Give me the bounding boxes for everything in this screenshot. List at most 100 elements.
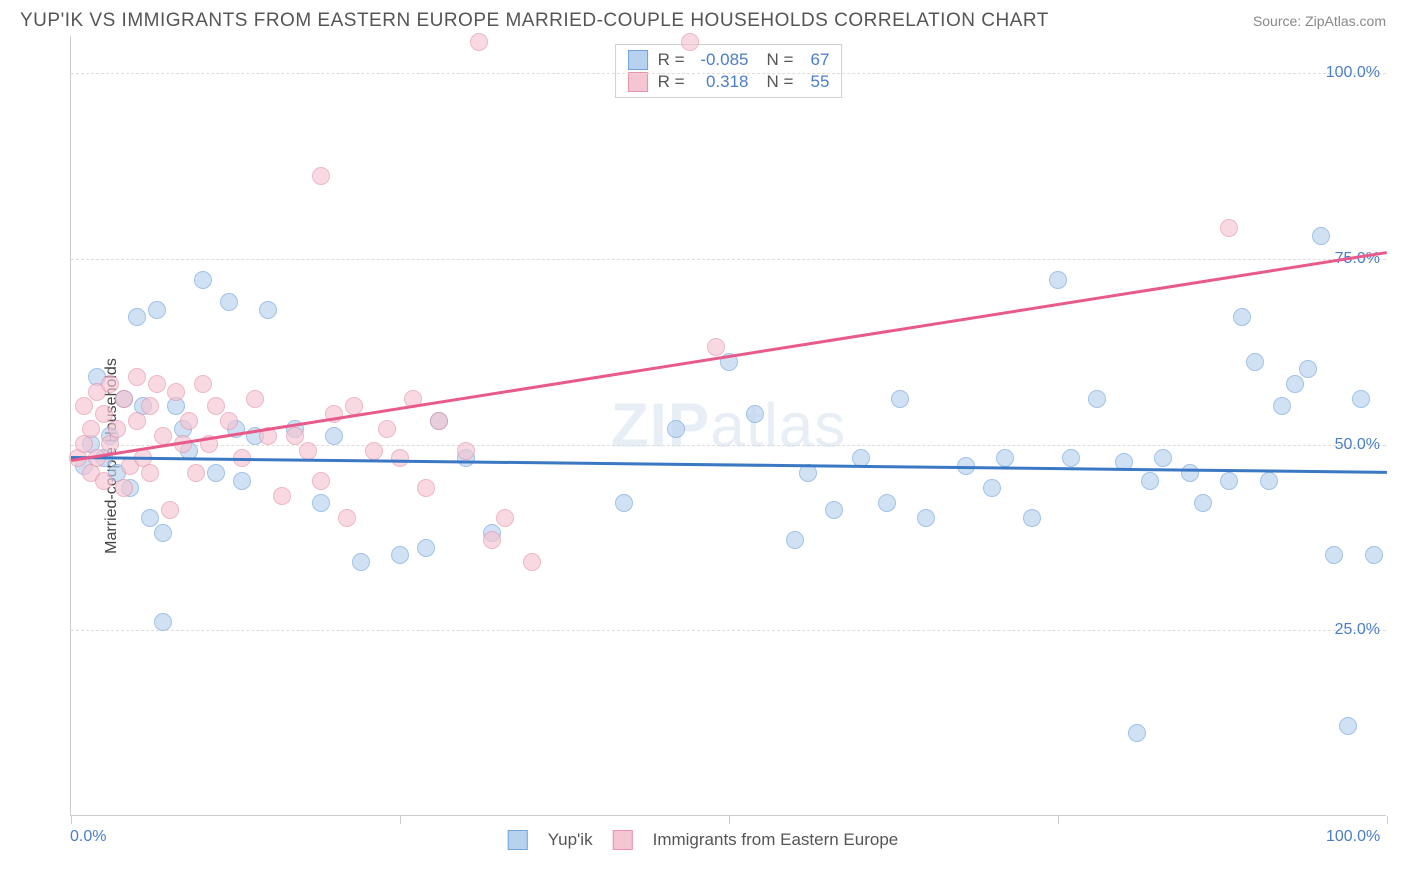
- data-point: [391, 449, 409, 467]
- data-point: [312, 472, 330, 490]
- data-point: [483, 531, 501, 549]
- data-point: [825, 501, 843, 519]
- data-point: [1128, 724, 1146, 742]
- data-point: [1286, 375, 1304, 393]
- data-point: [194, 375, 212, 393]
- data-point: [312, 167, 330, 185]
- data-point: [523, 553, 541, 571]
- data-point: [1312, 227, 1330, 245]
- data-point: [312, 494, 330, 512]
- data-point: [1299, 360, 1317, 378]
- stats-row-1: R = -0.085 N = 67: [628, 49, 830, 71]
- data-point: [457, 442, 475, 460]
- data-point: [95, 472, 113, 490]
- data-point: [273, 487, 291, 505]
- swatch-series-1: [628, 50, 648, 70]
- x-tick-mark: [1387, 816, 1388, 824]
- scatter-plot: ZIPatlas R = -0.085 N = 67 R = 0.318 N =…: [70, 36, 1386, 816]
- data-point: [615, 494, 633, 512]
- trend-line: [71, 251, 1387, 461]
- data-point: [667, 420, 685, 438]
- x-tick-mark: [71, 816, 72, 824]
- data-point: [115, 479, 133, 497]
- data-point: [187, 464, 205, 482]
- data-point: [983, 479, 1001, 497]
- data-point: [1220, 219, 1238, 237]
- x-tick-mark: [729, 816, 730, 824]
- data-point: [148, 375, 166, 393]
- data-point: [417, 479, 435, 497]
- legend-label-1: Yup'ik: [548, 830, 593, 850]
- data-point: [1246, 353, 1264, 371]
- data-point: [1352, 390, 1370, 408]
- data-point: [299, 442, 317, 460]
- data-point: [365, 442, 383, 460]
- x-tick-mark: [1058, 816, 1059, 824]
- data-point: [128, 368, 146, 386]
- data-point: [141, 509, 159, 527]
- data-point: [286, 427, 304, 445]
- data-point: [82, 420, 100, 438]
- data-point: [167, 383, 185, 401]
- data-point: [220, 293, 238, 311]
- x-tick-label-max: 100.0%: [1326, 828, 1380, 846]
- data-point: [180, 412, 198, 430]
- data-point: [391, 546, 409, 564]
- data-point: [417, 539, 435, 557]
- data-point: [141, 464, 159, 482]
- x-tick-mark: [400, 816, 401, 824]
- data-point: [325, 427, 343, 445]
- data-point: [108, 420, 126, 438]
- y-tick-label: 50.0%: [1335, 436, 1380, 454]
- data-point: [1154, 449, 1172, 467]
- data-point: [496, 509, 514, 527]
- swatch-series-1: [508, 830, 528, 850]
- data-point: [1339, 717, 1357, 735]
- data-point: [1273, 397, 1291, 415]
- data-point: [141, 397, 159, 415]
- data-point: [259, 301, 277, 319]
- data-point: [194, 271, 212, 289]
- data-point: [681, 33, 699, 51]
- data-point: [917, 509, 935, 527]
- data-point: [707, 338, 725, 356]
- data-point: [154, 524, 172, 542]
- data-point: [1088, 390, 1106, 408]
- data-point: [246, 390, 264, 408]
- data-point: [1260, 472, 1278, 490]
- y-tick-label: 25.0%: [1335, 621, 1380, 639]
- y-tick-label: 100.0%: [1326, 64, 1380, 82]
- data-point: [95, 405, 113, 423]
- data-point: [352, 553, 370, 571]
- data-point: [430, 412, 448, 430]
- data-point: [338, 509, 356, 527]
- data-point: [1023, 509, 1041, 527]
- gridline: [71, 259, 1386, 260]
- data-point: [746, 405, 764, 423]
- data-point: [207, 397, 225, 415]
- data-point: [1062, 449, 1080, 467]
- chart-wrap: Married-couple Households ZIPatlas R = -…: [20, 36, 1386, 876]
- watermark: ZIPatlas: [611, 390, 846, 461]
- data-point: [1049, 271, 1067, 289]
- data-point: [115, 390, 133, 408]
- data-point: [470, 33, 488, 51]
- swatch-series-2: [628, 72, 648, 92]
- stats-legend: R = -0.085 N = 67 R = 0.318 N = 55: [615, 44, 843, 98]
- data-point: [1365, 546, 1383, 564]
- data-point: [128, 412, 146, 430]
- data-point: [891, 390, 909, 408]
- data-point: [233, 472, 251, 490]
- data-point: [799, 464, 817, 482]
- data-point: [75, 397, 93, 415]
- stats-row-2: R = 0.318 N = 55: [628, 71, 830, 93]
- source-label: Source: ZipAtlas.com: [1253, 13, 1386, 29]
- data-point: [101, 375, 119, 393]
- chart-title: YUP'IK VS IMMIGRANTS FROM EASTERN EUROPE…: [20, 10, 1049, 32]
- data-point: [1141, 472, 1159, 490]
- data-point: [128, 308, 146, 326]
- data-point: [154, 613, 172, 631]
- data-point: [1233, 308, 1251, 326]
- x-tick-label-min: 0.0%: [70, 828, 106, 846]
- bottom-legend: Yup'ik Immigrants from Eastern Europe: [508, 830, 899, 850]
